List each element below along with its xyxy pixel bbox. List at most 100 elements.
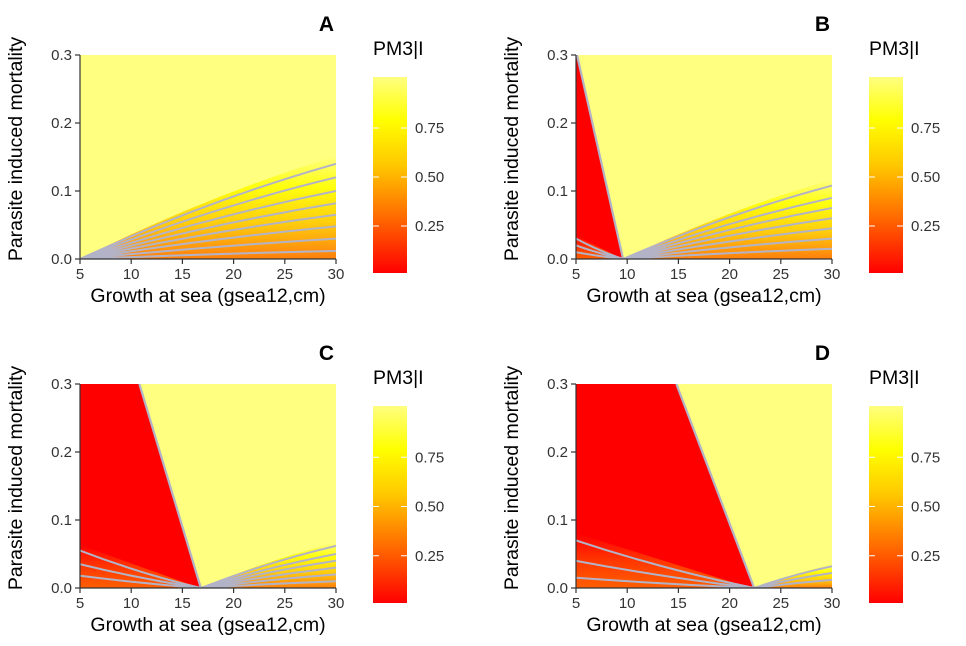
panel-letter: D — [815, 342, 830, 365]
contour-line — [80, 563, 201, 588]
x-tick-label: 30 — [328, 595, 345, 612]
contour-line — [80, 162, 336, 259]
contour-line — [80, 225, 336, 259]
contour-line — [80, 202, 336, 259]
legend: PM3|I 0.25 0.50 0.75 — [373, 38, 444, 273]
panel-letter: A — [319, 13, 334, 36]
y-axis-title: Parasite induced mortality — [5, 37, 27, 262]
y-tick-label: 0.0 — [51, 251, 72, 268]
legend-tick-label: 0.75 — [911, 449, 940, 466]
legend-tick-label: 0.50 — [415, 169, 444, 186]
y-axis-title: Parasite induced mortality — [5, 366, 27, 591]
contour-line — [622, 217, 832, 259]
legend-tick-label: 0.50 — [911, 499, 940, 516]
legend-tick-label: 0.50 — [415, 499, 444, 516]
legend-tick-label: 0.25 — [415, 218, 444, 235]
x-tick-label: 25 — [772, 595, 789, 612]
x-tick-label: 30 — [824, 595, 841, 612]
panel-letter: C — [319, 342, 334, 365]
boundary-line — [675, 384, 756, 588]
panel-b: 5 10 15 20 25 30 0.0 0.1 0.2 0.3 Growth at sea (gs… — [501, 13, 940, 307]
x-tick-label: 10 — [123, 266, 140, 283]
y-tick-label: 0.2 — [547, 444, 568, 461]
contour-line — [754, 578, 832, 588]
legend: PM3|I 0.25 0.50 0.75 — [373, 367, 444, 603]
y-tick-label: 0.3 — [51, 47, 72, 64]
legend-title: PM3|I — [373, 367, 424, 389]
x-tick-label: 25 — [276, 266, 293, 283]
legend-title: PM3|I — [373, 38, 424, 60]
legend-tick-label: 0.75 — [911, 120, 940, 137]
legend-colorbar — [869, 77, 903, 273]
y-tick-label: 0.1 — [51, 183, 72, 200]
x-tick-label: 15 — [670, 266, 687, 283]
x-tick-label: 10 — [123, 595, 140, 612]
x-tick-label: 5 — [76, 595, 84, 612]
contour-line — [622, 207, 832, 259]
y-tick-label: 0.2 — [51, 115, 72, 132]
x-tick-label: 15 — [670, 595, 687, 612]
contour-line — [80, 549, 202, 588]
y-tick-label: 0.3 — [51, 376, 72, 393]
x-tick-label: 5 — [572, 595, 580, 612]
y-axis-title: Parasite induced mortality — [501, 37, 523, 262]
legend-colorbar — [373, 77, 407, 273]
x-tick-label: 20 — [225, 595, 242, 612]
y-tick-label: 0.0 — [547, 251, 568, 268]
legend-tick-label: 0.50 — [911, 169, 940, 186]
low-region — [576, 384, 755, 588]
contour-line — [622, 184, 832, 259]
plot-area — [80, 55, 336, 259]
contour-line — [623, 247, 832, 259]
x-tick-label: 5 — [572, 266, 580, 283]
x-tick-label: 30 — [328, 266, 345, 283]
y-tick-label: 0.1 — [547, 512, 568, 529]
right-gradient-region — [623, 179, 832, 259]
contour-line — [622, 237, 832, 259]
panel-a: 5 10 15 20 25 30 0.0 0.1 0.2 0.3 Growth at sea (gs… — [5, 13, 444, 307]
plot-area — [80, 384, 336, 588]
legend-colorbar — [373, 406, 407, 603]
boundary-line — [576, 55, 625, 259]
x-tick-label: 10 — [619, 266, 636, 283]
legend-title: PM3|I — [869, 367, 920, 389]
legend-tick-label: 0.25 — [911, 218, 940, 235]
plot-area — [576, 384, 832, 588]
x-tick-label: 25 — [276, 595, 293, 612]
y-axis-title: Parasite induced mortality — [501, 366, 523, 591]
x-tick-label: 10 — [619, 595, 636, 612]
legend-tick-label: 0.25 — [415, 548, 444, 565]
plot-area — [576, 55, 832, 259]
y-tick-label: 0.2 — [51, 444, 72, 461]
y-tick-label: 0.1 — [51, 512, 72, 529]
low-region — [80, 384, 201, 588]
contour-line — [80, 176, 336, 259]
y-tick-label: 0.0 — [51, 580, 72, 597]
legend-colorbar — [869, 406, 903, 603]
contour-line — [576, 576, 755, 588]
contour-line — [80, 213, 336, 259]
contour-line — [80, 574, 201, 588]
boundary-line — [138, 384, 202, 588]
left-gradient-region — [80, 544, 201, 588]
contour-line — [80, 237, 336, 259]
contour-line — [80, 249, 336, 259]
y-tick-label: 0.1 — [547, 183, 568, 200]
contour-line — [622, 227, 832, 259]
legend-tick-label: 0.75 — [415, 449, 444, 466]
panel-c: 5 10 15 20 25 30 0.0 0.1 0.2 0.3 Growth at sea (gs… — [5, 342, 444, 636]
panel-letter: B — [815, 13, 830, 36]
x-tick-label: 15 — [174, 595, 191, 612]
left-gradient-region — [576, 235, 624, 259]
x-axis-title: Growth at sea (gsea12,cm) — [90, 614, 325, 636]
contour-line — [200, 544, 336, 588]
legend-tick-label: 0.75 — [415, 120, 444, 137]
x-axis-title: Growth at sea (gsea12,cm) — [586, 614, 821, 636]
x-axis-title: Growth at sea (gsea12,cm) — [586, 285, 821, 307]
x-tick-label: 20 — [721, 595, 738, 612]
legend: PM3|I 0.25 0.50 0.75 — [869, 367, 940, 603]
x-tick-label: 20 — [225, 266, 242, 283]
contour-line — [80, 190, 336, 259]
panel-d: 5 10 15 20 25 30 0.0 0.1 0.2 0.3 Growth at sea (gs… — [501, 342, 940, 636]
x-tick-label: 15 — [174, 266, 191, 283]
